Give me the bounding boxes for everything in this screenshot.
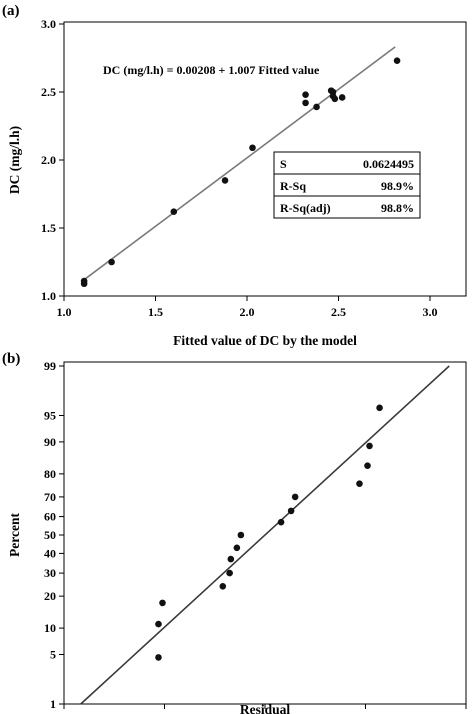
panel-a-x-tick-label: 1.5 xyxy=(148,305,163,319)
panel-b-y-tick-label: 70 xyxy=(44,490,56,504)
panel-a-y-ticks: 1.0 1.5 2.0 2.5 3.0 xyxy=(41,17,64,303)
panel-a-x-tick-label: 3.0 xyxy=(423,305,438,319)
panel-b-data-point xyxy=(376,404,383,412)
panel-a-plot-frame xyxy=(63,21,467,297)
panel-b-data-point xyxy=(364,462,371,469)
panel-b-data-point xyxy=(291,493,299,501)
panel-a-y-tick-label: 1.5 xyxy=(41,221,56,235)
panel-b-y-tick-label: 5 xyxy=(50,647,56,661)
panel-b-data-point xyxy=(356,480,363,487)
panel-b-data-point xyxy=(227,555,235,563)
panel-a-data-point xyxy=(331,95,339,103)
panel-a-points xyxy=(80,57,401,288)
panel-b-x-tick-label: 0.050 xyxy=(446,712,473,714)
panel-a-y-axis-title: DC (mg/l.h) xyxy=(7,126,22,194)
panel-b-x-axis-title: Residual xyxy=(240,702,291,714)
panel-a-x-tick-label: 2.0 xyxy=(240,305,255,319)
panel-a-equation: DC (mg/l.h) = 0.00208 + 1.007 Fitted val… xyxy=(103,63,320,77)
stat-label-rsq-adj: R-Sq(adj) xyxy=(280,201,331,215)
panel-a-x-axis-title: Fitted value of DC by the model xyxy=(173,333,357,348)
panel-b-probability-plot: (b) -0.050 -0.025 0.000 0.025 0.050 1 5 10 20 30… xyxy=(2,351,473,714)
panel-a-x-tick-label: 1.0 xyxy=(57,305,72,319)
panel-b-data-point xyxy=(277,518,285,526)
panel-b-label: (b) xyxy=(2,351,20,367)
panel-b-plot-frame xyxy=(63,361,467,705)
panel-b-y-tick-label: 60 xyxy=(44,510,56,524)
panel-a-stats-table: S 0.0624495 R-Sq 98.9% R-Sq(adj) 98.8% xyxy=(273,151,421,219)
panel-a-regression-plot: (a) 1.0 1.5 2.0 2.5 3.0 1.0 1.5 2.0 2.5 3.0 DC (… xyxy=(2,3,467,348)
panel-b-x-tick-label: -0.025 xyxy=(149,712,180,714)
panel-a-x-ticks: 1.0 1.5 2.0 2.5 3.0 xyxy=(57,296,438,319)
panel-b-y-axis-title: Percent xyxy=(7,513,22,557)
panel-a-y-tick-label: 1.0 xyxy=(41,289,56,303)
panel-a-data-point xyxy=(108,258,115,266)
panel-b-data-point xyxy=(237,531,245,539)
panel-b-y-tick-label: 30 xyxy=(44,566,56,580)
panel-b-y-tick-label: 95 xyxy=(44,409,56,423)
panel-b-fit-line xyxy=(80,365,450,705)
panel-a-data-point xyxy=(221,177,229,184)
panel-b-data-point xyxy=(366,442,373,450)
panel-a-data-point xyxy=(249,144,256,152)
panel-a-data-point xyxy=(313,103,320,111)
panel-a-y-tick-label: 3.0 xyxy=(41,17,56,31)
panel-b-data-point xyxy=(287,507,295,515)
stat-value-s: 0.0624495 xyxy=(363,157,414,171)
panel-b-y-tick-label: 50 xyxy=(44,528,56,542)
panel-a-data-point xyxy=(338,94,346,101)
panel-a-fit-line xyxy=(81,46,396,282)
panel-b-points xyxy=(155,404,383,661)
panel-b-y-tick-label: 90 xyxy=(44,435,56,449)
panel-a-x-tick-label: 2.5 xyxy=(331,305,346,319)
panel-b-data-point xyxy=(233,544,241,552)
panel-b-data-point xyxy=(155,620,162,628)
panel-b-y-tick-label: 80 xyxy=(44,467,56,481)
panel-b-data-point xyxy=(219,583,227,590)
panel-a-data-point xyxy=(302,99,309,107)
panel-b-x-tick-label: 0.000 xyxy=(252,712,279,714)
panel-b-data-point xyxy=(226,569,233,577)
panel-a-data-point xyxy=(80,280,88,288)
stat-value-rsq-adj: 98.8% xyxy=(381,201,414,215)
panel-a-data-point xyxy=(170,208,178,215)
panel-a-y-tick-label: 2.0 xyxy=(41,153,56,167)
stats-table-frame xyxy=(273,151,421,219)
panel-b-y-tick-label: 20 xyxy=(44,589,56,603)
panel-b-data-point xyxy=(159,599,166,607)
panel-b-data-point xyxy=(155,654,162,661)
panel-b-x-tick-label: 0.025 xyxy=(352,712,379,714)
panel-a-label: (a) xyxy=(2,3,20,19)
panel-b-y-ticks: 1 5 10 20 30 40 50 60 70 80 90 95 99 xyxy=(44,359,64,711)
panel-b-x-tick-label: -0.050 xyxy=(49,712,80,714)
panel-b-y-tick-label: 1 xyxy=(50,697,56,711)
panel-a-y-tick-label: 2.5 xyxy=(41,85,56,99)
stat-label-rsq: R-Sq xyxy=(280,179,306,193)
stat-value-rsq: 98.9% xyxy=(381,179,414,193)
panel-a-data-point xyxy=(393,57,401,65)
panel-a-data-point xyxy=(302,91,309,99)
panel-b-y-tick-label: 40 xyxy=(44,546,56,560)
panel-b-y-tick-label: 10 xyxy=(44,621,56,635)
panel-b-x-ticks: -0.050 -0.025 0.000 0.025 0.050 xyxy=(49,704,473,714)
panel-b-y-tick-label: 99 xyxy=(44,359,56,373)
stat-label-s: S xyxy=(280,157,287,171)
